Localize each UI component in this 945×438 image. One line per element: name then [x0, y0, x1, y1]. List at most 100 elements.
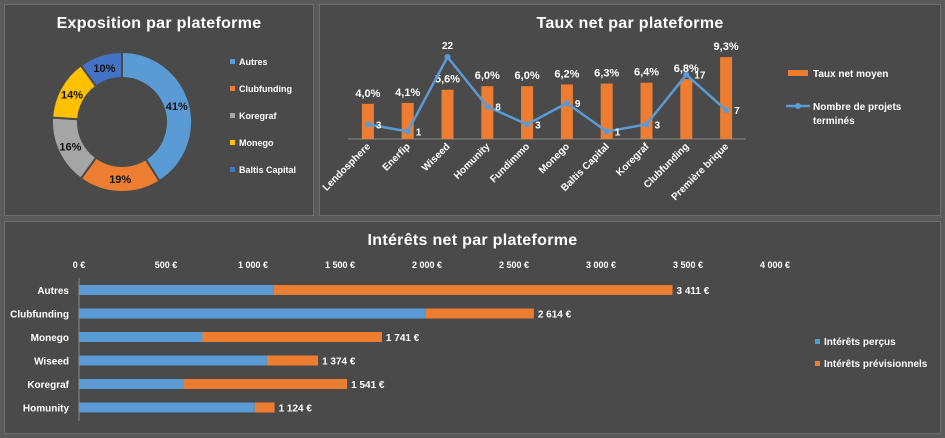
bar [680, 79, 693, 139]
bar-segment [254, 402, 275, 413]
interets-panel: Intérêts net par plateforme 0 € 500 € 1 00… [4, 221, 941, 434]
total-label: 3 411 € [677, 286, 710, 297]
y-tick-label: Homunity [23, 404, 70, 415]
bar-segment [79, 308, 426, 319]
line-point [683, 71, 690, 78]
x-tick-label: 3 000 € [586, 260, 616, 270]
line-point [643, 121, 650, 128]
legend-label: Intérêts prévisionnels [824, 359, 928, 370]
x-tick-label: 2 500 € [499, 260, 529, 270]
slice-label: 14% [61, 90, 83, 102]
line-label: 7 [734, 106, 740, 117]
x-tick-label: Enerfip [381, 141, 413, 173]
bar [521, 86, 534, 139]
slice-label: 41% [166, 101, 188, 113]
bar-label: 6,8% [674, 63, 699, 75]
legend-marker [795, 103, 801, 109]
line-point [524, 121, 531, 128]
legend-label-line: terminés [813, 116, 855, 127]
legend-label: Intérêts perçus [824, 337, 896, 348]
total-label: 2 614 € [538, 310, 572, 321]
bar [441, 89, 454, 139]
legend-swatch [815, 361, 820, 366]
legend-swatch [230, 113, 235, 118]
y-tick-label: Clubfunding [10, 310, 69, 321]
bar-segment [266, 355, 319, 366]
bar [720, 57, 733, 139]
bar-segment [79, 402, 255, 413]
combo-chart: 4,0% Lendosphere 4,1% Enerfip 5,6% Wiseed 6,0%… [321, 41, 902, 203]
bar-label: 6,4% [634, 67, 659, 79]
chart-title: Taux net par plateforme [536, 15, 724, 32]
bar-label: 9,3% [714, 41, 739, 53]
line-point [723, 107, 730, 114]
y-tick-label: Autres [37, 286, 69, 297]
stacked-bar-chart: 0 € 500 € 1 000 € 1 500 € 2 000 € 2 500 € 3 00… [10, 260, 928, 421]
bar-label: 6,0% [475, 70, 500, 82]
line-point [404, 128, 411, 135]
x-tick-label: Fundimmo [488, 141, 532, 185]
legend-swatch [230, 86, 235, 91]
legend-label: Koregraf [239, 111, 278, 121]
x-tick-label: Wiseed [420, 141, 452, 173]
line-label: 9 [575, 99, 581, 110]
total-label: 1 741 € [386, 333, 420, 344]
total-label: 1 374 € [322, 357, 356, 368]
x-tick-label: 3 500 € [673, 260, 703, 270]
line-label: 1 [615, 127, 621, 138]
bar [640, 82, 653, 139]
line-point [444, 54, 451, 60]
line-label: 8 [495, 103, 501, 114]
bar-segment [79, 355, 267, 366]
x-tick-label: Koregraf [614, 141, 652, 179]
x-tick-label: 0 € [73, 260, 86, 270]
legend-swatch [788, 70, 808, 76]
legend-swatch [230, 167, 235, 172]
legend-label: Monego [239, 138, 274, 148]
bar-label: 6,2% [554, 68, 579, 80]
chart-title: Intérêts net par plateforme [367, 232, 578, 249]
chart-title: Exposition par plateforme [56, 15, 262, 32]
bar-segment [79, 379, 184, 389]
bar-segment [202, 332, 382, 342]
legend-label: Autres [239, 57, 268, 67]
bar-segment [273, 285, 673, 295]
bar [481, 86, 494, 139]
slice-label: 19% [109, 174, 131, 186]
line-point [603, 128, 610, 135]
line-label: 3 [376, 120, 382, 131]
bar-label: 4,1% [395, 87, 420, 99]
bar-label: 5,6% [435, 74, 460, 86]
y-tick-label: Monego [31, 333, 69, 344]
bar-segment [183, 379, 348, 389]
legend-swatch [815, 339, 820, 344]
x-tick-label: 2 000 € [412, 260, 442, 270]
line-point [563, 100, 570, 107]
bar [600, 83, 613, 139]
donut-slice [79, 50, 123, 88]
line-label: 22 [442, 41, 454, 52]
legend-label: Taux net moyen [813, 69, 888, 80]
donut-chart: 41% 19% 16% 14% 10% Autres Clubfunding Koregraf… [51, 50, 296, 193]
legend-label: Baltis Capital [239, 165, 296, 175]
line-label: 3 [655, 120, 661, 131]
x-tick-label: 4 000 € [760, 260, 790, 270]
x-tick-label: Homunity [452, 141, 493, 182]
x-tick-label: 500 € [155, 260, 178, 270]
slice-label: 16% [59, 141, 81, 153]
bar-label: 6,0% [515, 70, 540, 82]
donut-slice [121, 50, 193, 183]
line-label: 1 [416, 127, 422, 138]
y-tick-label: Koregraf [27, 380, 69, 391]
legend-label-line: Nombre de projets [813, 102, 902, 113]
bar-segment [425, 308, 534, 319]
x-tick-label: Lendosphere [321, 141, 373, 193]
bar-label: 6,3% [594, 68, 619, 80]
legend-swatch [230, 59, 235, 64]
bar [560, 84, 573, 139]
bar-label: 4,0% [355, 88, 380, 100]
slice-label: 10% [93, 63, 115, 75]
legend-swatch [230, 140, 235, 145]
exposition-panel: Exposition par plateforme 41% 19% 16% 14% 10… [4, 4, 314, 216]
legend-label: Nombre de projets terminés [813, 102, 902, 127]
